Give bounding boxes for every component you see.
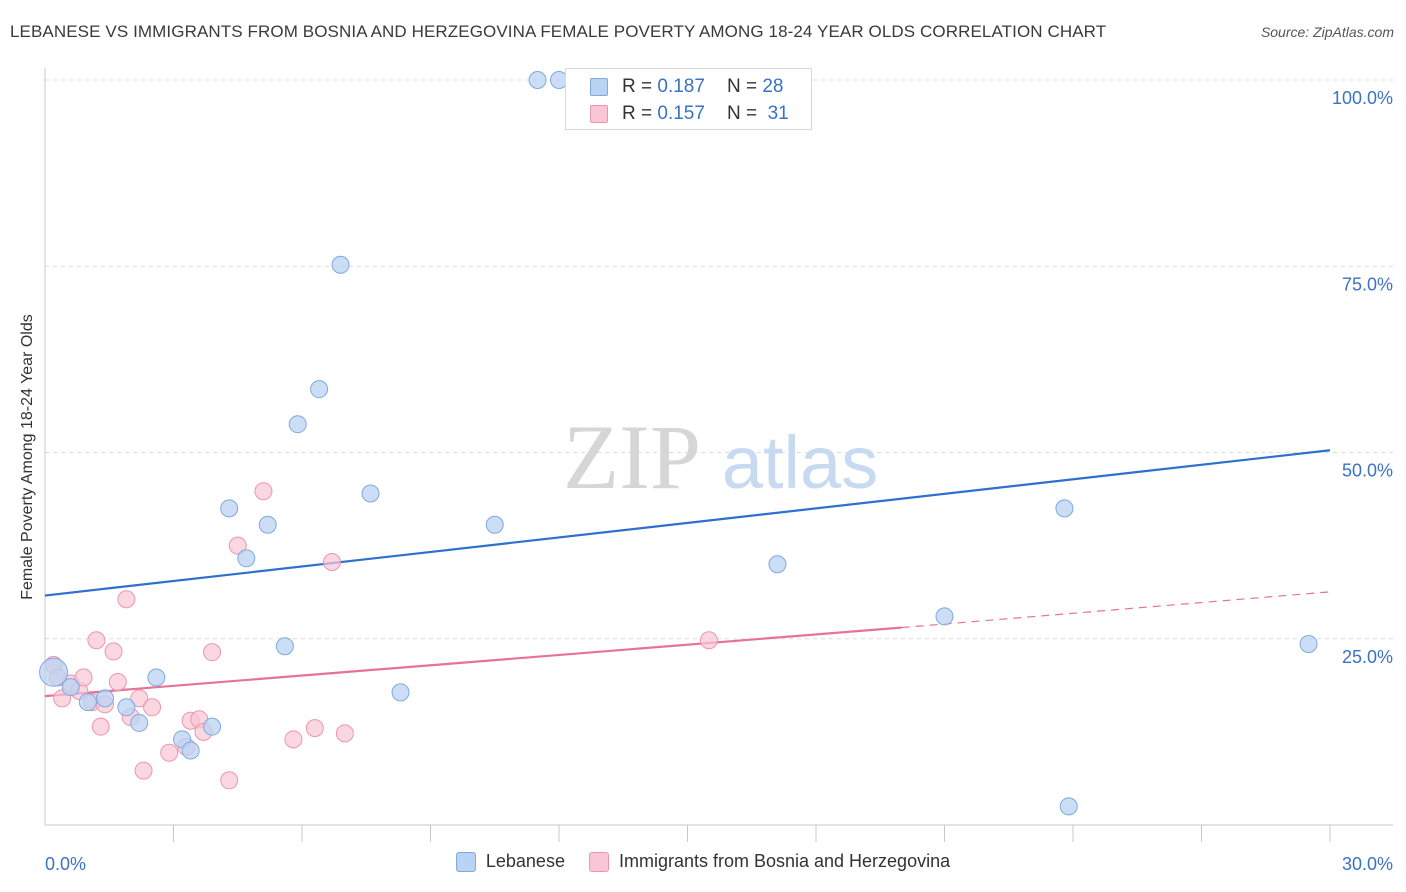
x-tick-label: 30.0% bbox=[1342, 854, 1393, 874]
chart-title: LEBANESE VS IMMIGRANTS FROM BOSNIA AND H… bbox=[10, 22, 1107, 41]
legend-item-bosnia[interactable]: Immigrants from Bosnia and Herzegovina bbox=[588, 851, 951, 872]
legend-row-lebanese: R = 0.187 N = 28 bbox=[590, 75, 783, 99]
lebanese-point bbox=[147, 668, 166, 687]
lebanese-legend-swatch bbox=[455, 851, 476, 872]
bosnia-point bbox=[160, 743, 179, 762]
trend-lines bbox=[44, 449, 1331, 698]
r-value-lebanese: 0.187 bbox=[657, 76, 705, 97]
correlation-legend: R = 0.187 N = 28 R = 0.157 N = 31 bbox=[565, 68, 812, 130]
lebanese-point bbox=[95, 689, 114, 708]
legend-row-bosnia: R = 0.157 N = 31 bbox=[590, 102, 789, 126]
lebanese-point bbox=[331, 255, 350, 274]
legend-label-bosnia: Immigrants from Bosnia and Herzegovina bbox=[618, 851, 951, 871]
r-label: R = bbox=[622, 76, 653, 97]
bosnia-point bbox=[74, 668, 93, 687]
tick-labels: 25.0% 50.0% 75.0% 100.0% 0.0% 30.0% bbox=[45, 88, 1393, 874]
lebanese-point bbox=[130, 713, 149, 732]
lebanese-point bbox=[361, 484, 380, 503]
bosnia-point bbox=[91, 717, 110, 736]
watermark-atlas: atlas bbox=[722, 421, 878, 504]
n-label: N = bbox=[726, 76, 758, 97]
lebanese-point bbox=[203, 717, 222, 736]
n-label: N = bbox=[726, 103, 758, 124]
bosnia-point bbox=[335, 724, 354, 743]
lebanese-point bbox=[237, 549, 256, 568]
bosnia-point bbox=[134, 761, 153, 780]
bosnia-point bbox=[87, 631, 106, 650]
lebanese-point bbox=[220, 499, 239, 518]
lebanese-point bbox=[391, 683, 410, 702]
lebanese-point bbox=[288, 415, 307, 434]
axes bbox=[44, 68, 1393, 842]
watermark-zip: ZIP bbox=[563, 406, 701, 508]
legend-item-lebanese[interactable]: Lebanese bbox=[455, 851, 565, 872]
series-legend: Lebanese Immigrants from Bosnia and Herz… bbox=[0, 851, 1406, 872]
lebanese-swatch bbox=[590, 78, 608, 96]
y-tick-label: 75.0% bbox=[1342, 274, 1393, 294]
lebanese-point bbox=[78, 693, 97, 712]
watermark: ZIP atlas bbox=[563, 406, 878, 508]
data-points bbox=[39, 71, 1318, 816]
lebanese-point bbox=[1299, 634, 1318, 653]
bosnia-legend-swatch bbox=[588, 851, 609, 872]
source-label: Source: ZipAtlas.com bbox=[1260, 24, 1394, 40]
y-axis-label: Female Poverty Among 18-24 Year Olds bbox=[19, 314, 36, 600]
bosnia-point bbox=[220, 771, 239, 790]
bosnia-point bbox=[284, 730, 303, 749]
y-tick-label: 100.0% bbox=[1332, 88, 1393, 108]
bosnia-point bbox=[254, 482, 273, 501]
bosnia-point bbox=[203, 643, 222, 662]
lebanese-point bbox=[1055, 499, 1074, 518]
gridlines bbox=[45, 79, 1393, 640]
bosnia-trend-extension bbox=[901, 591, 1331, 629]
lebanese-point bbox=[117, 698, 136, 717]
bosnia-point bbox=[228, 536, 247, 555]
lebanese-point bbox=[61, 678, 80, 697]
bosnia-point bbox=[117, 590, 136, 609]
bosnia-point bbox=[108, 672, 127, 691]
bosnia-point bbox=[322, 553, 341, 572]
lebanese-point bbox=[528, 71, 547, 89]
x-tick-label: 0.0% bbox=[45, 854, 86, 874]
bosnia-swatch bbox=[590, 105, 608, 123]
bosnia-point bbox=[104, 642, 123, 661]
lebanese-point bbox=[181, 741, 200, 760]
lebanese-point bbox=[768, 555, 787, 574]
r-label: R = bbox=[622, 103, 653, 124]
lebanese-point bbox=[1059, 797, 1078, 816]
n-value-lebanese: 28 bbox=[762, 76, 784, 97]
r-value-bosnia: 0.157 bbox=[657, 103, 705, 124]
bosnia-point bbox=[143, 698, 162, 717]
lebanese-point bbox=[485, 515, 504, 534]
legend-label-lebanese: Lebanese bbox=[485, 851, 565, 871]
lebanese-point bbox=[275, 637, 294, 656]
lebanese-point bbox=[258, 515, 277, 534]
bosnia-point bbox=[699, 631, 718, 650]
lebanese-point bbox=[310, 380, 329, 399]
lebanese-point bbox=[935, 607, 954, 626]
y-tick-label: 25.0% bbox=[1342, 647, 1393, 667]
lebanese-trend-line bbox=[44, 449, 1331, 597]
bosnia-point bbox=[305, 719, 324, 738]
bosnia-trend-line bbox=[44, 626, 902, 698]
y-tick-label: 50.0% bbox=[1342, 461, 1393, 481]
n-value-bosnia: 31 bbox=[767, 103, 789, 124]
lebanese-point bbox=[39, 657, 69, 687]
bosnia-point bbox=[130, 689, 149, 708]
